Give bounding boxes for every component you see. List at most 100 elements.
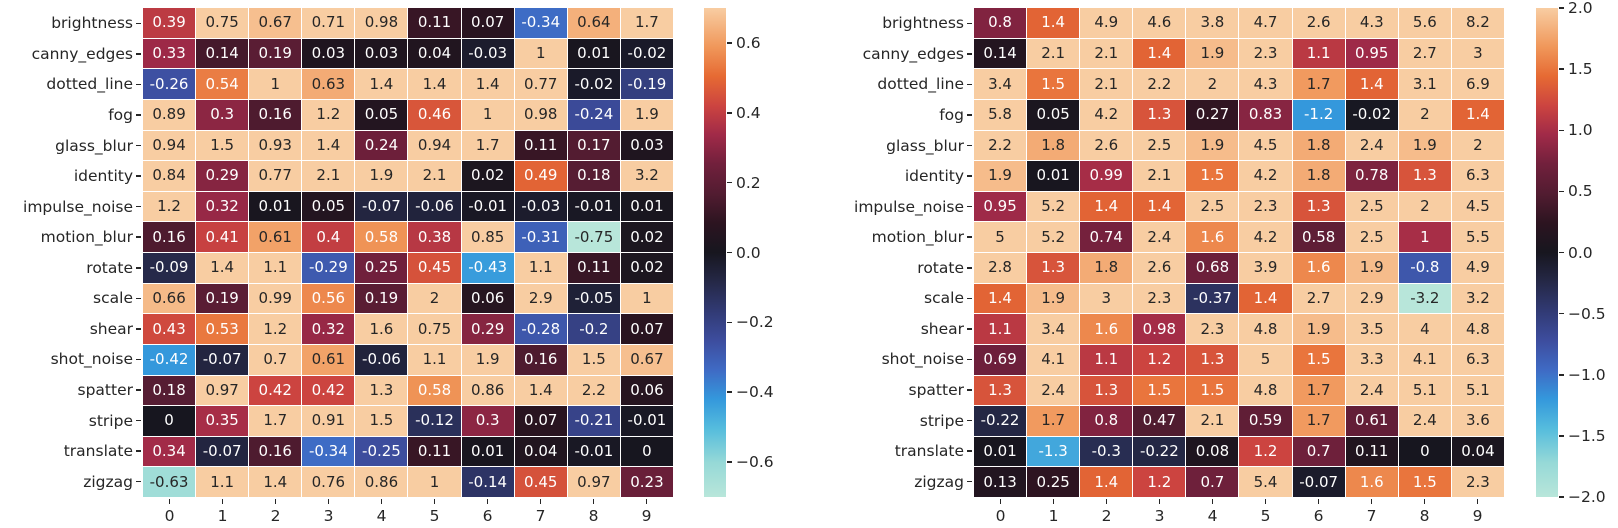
cell-value: -0.02 xyxy=(574,74,614,93)
heatmap-cell: 0 xyxy=(143,406,196,436)
heatmap-cell: 0.14 xyxy=(974,38,1027,69)
heatmap-cell: 0.53 xyxy=(196,314,249,344)
cell-value: 5.1 xyxy=(1412,380,1437,399)
heatmap-cell: 0.16 xyxy=(249,99,302,130)
heatmap-cell: 1.7 xyxy=(1292,406,1345,436)
heatmap-cell: 2.5 xyxy=(1345,191,1398,222)
cell-value: 0.01 xyxy=(577,43,611,62)
cell-value: 4.5 xyxy=(1466,197,1490,216)
cell-value: 4.1 xyxy=(1041,350,1066,369)
heatmap-cell: -0.8 xyxy=(1398,253,1451,283)
heatmap-cell: 0.91 xyxy=(302,406,355,436)
cell-value: 0.7 xyxy=(263,350,288,369)
heatmap-cell: 0.18 xyxy=(143,375,196,406)
heatmap-cell: 0.99 xyxy=(1080,161,1133,191)
cell-value: -0.06 xyxy=(415,197,454,216)
cell-value: 0.98 xyxy=(524,105,558,124)
row-label: glass_blur xyxy=(55,136,133,155)
cell-value: 1.4 xyxy=(316,135,341,154)
heatmap-cell: 0.01 xyxy=(567,38,620,69)
row-label: motion_blur xyxy=(40,228,133,247)
cell-value: -0.01 xyxy=(574,197,614,216)
heatmap-cell: -0.12 xyxy=(408,406,461,436)
heatmap-cell: 0.85 xyxy=(461,222,514,252)
heatmap-cell: 1 xyxy=(1398,222,1451,252)
cell-value: -0.02 xyxy=(627,43,667,62)
cell-value: 0.04 xyxy=(417,43,452,62)
col-tick-label: 4 xyxy=(1207,507,1218,525)
heatmap-cell: 5.5 xyxy=(1451,222,1504,252)
heatmap-cell: 4.1 xyxy=(1398,344,1451,375)
heatmap-cell: 2 xyxy=(1186,69,1239,99)
heatmap-cell: 4.3 xyxy=(1345,8,1398,38)
heatmap-cell: 1.1 xyxy=(1292,38,1345,69)
heatmap-cell: -0.02 xyxy=(620,38,673,69)
cell-value: 0.29 xyxy=(470,319,505,338)
colorbar-tick xyxy=(1559,251,1564,254)
heatmap-cell: 1.8 xyxy=(1027,130,1080,161)
col-tick xyxy=(1158,499,1161,504)
heatmap-cell: -0.24 xyxy=(567,99,620,130)
heatmap-cell: -0.42 xyxy=(143,344,196,375)
heatmap-cell: -0.21 xyxy=(567,406,620,436)
heatmap-cell: 1.1 xyxy=(249,253,302,283)
heatmap-cell: 5.2 xyxy=(1027,191,1080,222)
heatmap-cell: 0.45 xyxy=(408,253,461,283)
row-label: brightness xyxy=(882,14,964,33)
heatmap-cell: -0.06 xyxy=(355,344,408,375)
cell-value: 0.32 xyxy=(205,197,239,216)
heatmap-cell: 0.38 xyxy=(408,222,461,252)
heatmap-cell: 1.9 xyxy=(1292,314,1345,344)
cell-value: 0.63 xyxy=(311,74,346,93)
row-tick xyxy=(136,175,141,177)
cell-value: 0.7 xyxy=(1200,472,1225,491)
cell-value: 2.7 xyxy=(1412,43,1437,62)
heatmap-cell: 1.8 xyxy=(1080,253,1133,283)
cell-value: 1.8 xyxy=(1306,135,1331,154)
heatmap-cell: -0.02 xyxy=(1345,99,1398,130)
heatmap-cell: 0.58 xyxy=(408,375,461,406)
heatmap-cell: 3.2 xyxy=(620,161,673,191)
heatmap-cell: 0.42 xyxy=(249,375,302,406)
heatmap-cell: 2.1 xyxy=(1186,406,1239,436)
heatmap-cell: 1.1 xyxy=(974,314,1027,344)
heatmap-cell: 0.54 xyxy=(196,69,249,99)
col-tick xyxy=(645,499,648,504)
heatmap-cell: 0.77 xyxy=(514,69,567,99)
heatmap-cell: 1.4 xyxy=(461,69,514,99)
cell-value: 0.77 xyxy=(258,166,292,185)
cell-value: 1.5 xyxy=(1041,74,1066,93)
col-tick-label: 2 xyxy=(270,507,281,525)
heatmap-cell: 1.1 xyxy=(408,344,461,375)
heatmap-cell: -0.01 xyxy=(620,406,673,436)
cell-value: -0.03 xyxy=(468,43,508,62)
row-tick xyxy=(136,236,141,238)
heatmap-cell: 0.43 xyxy=(143,314,196,344)
heatmap-cell: 0.41 xyxy=(196,222,249,252)
cell-value: -0.01 xyxy=(574,442,614,461)
heatmap-cell: 6.9 xyxy=(1451,69,1504,99)
col-tick-label: 1 xyxy=(217,507,228,525)
row-label: dotted_line xyxy=(46,75,133,94)
heatmap-cell: 5 xyxy=(1239,344,1292,375)
cell-value: 1.9 xyxy=(988,166,1012,185)
colorbar-tick xyxy=(1559,190,1564,193)
heatmap-cell: 2.3 xyxy=(1239,38,1292,69)
cell-value: 1.7 xyxy=(263,411,288,430)
colorbar-tick-label: 0.2 xyxy=(736,173,761,192)
heatmap-cell: -0.26 xyxy=(143,69,196,99)
heatmap-cell: 0.07 xyxy=(620,314,673,344)
colorbar-tick-label: 0.0 xyxy=(1568,243,1593,262)
cell-value: 2 xyxy=(429,288,440,307)
heatmap-cell: -0.01 xyxy=(567,436,620,467)
cell-value: -0.05 xyxy=(574,288,614,307)
cell-value: 2.2 xyxy=(581,380,606,399)
row-label: stripe xyxy=(88,411,133,430)
heatmap-cell: 0.01 xyxy=(249,191,302,222)
heatmap-cell: 0.69 xyxy=(974,344,1027,375)
heatmap-cell: 0.74 xyxy=(1080,222,1133,252)
heatmap-cell: -0.31 xyxy=(514,222,567,252)
heatmap-cell: 1.9 xyxy=(1186,38,1239,69)
cell-value: 0.33 xyxy=(152,43,186,62)
heatmap-cell: 0.7 xyxy=(1186,467,1239,497)
